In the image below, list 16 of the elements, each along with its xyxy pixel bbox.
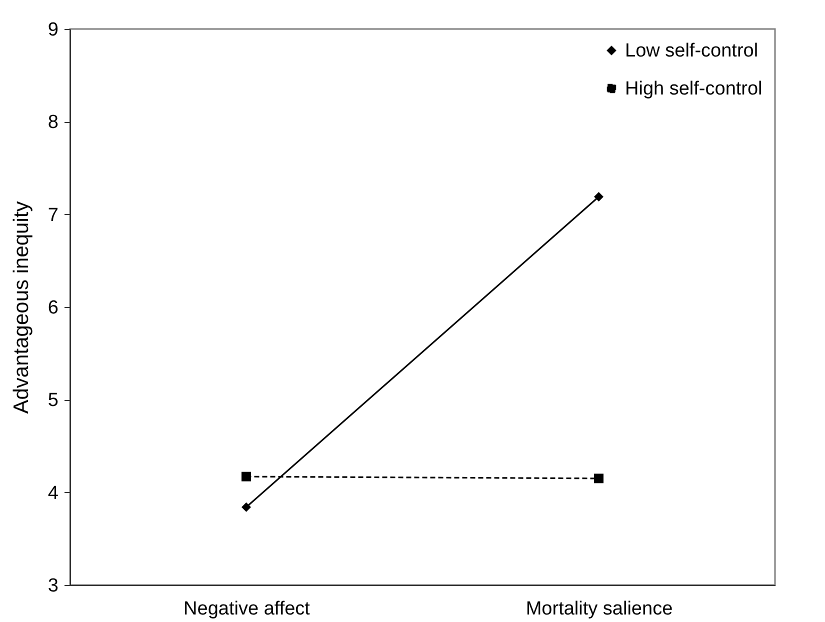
legend-label: High self-control [625,78,762,100]
point [594,192,604,202]
y-tick-label: 3 [48,576,58,596]
legend-label: Low self-control [625,40,758,62]
y-tick-label: 4 [48,482,59,504]
y-tick-label: 7 [48,204,58,226]
x-tick-label: Negative affect [184,598,311,620]
y-tick-label: 8 [48,112,58,134]
x-tick-label: Mortality salience [526,598,673,620]
point [594,474,604,484]
y-tick-label: 5 [48,390,58,412]
y-tick-label: 6 [48,298,58,318]
point [242,472,251,482]
point [242,502,251,512]
y-axis-title: Advantageous inequity [10,200,33,414]
y-tick-label: 9 [48,20,58,40]
